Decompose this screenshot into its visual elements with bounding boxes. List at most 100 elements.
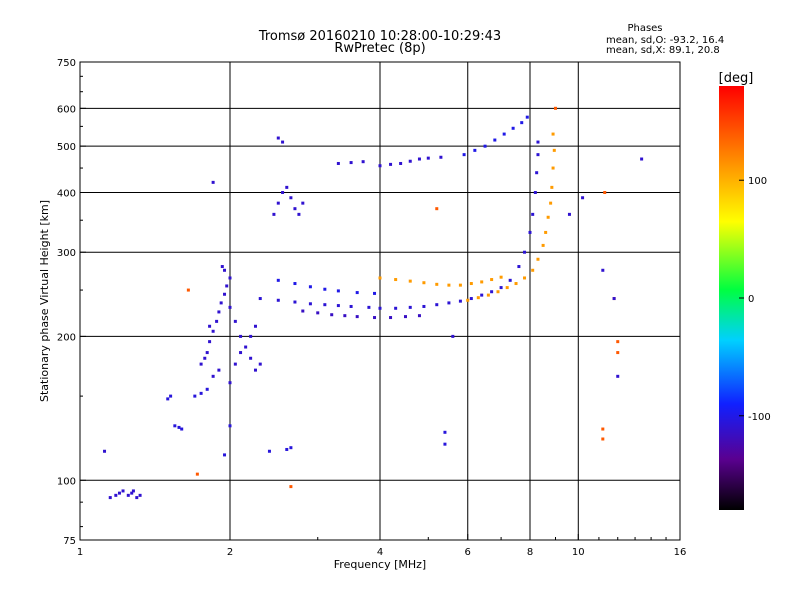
data-point [435,303,439,307]
y-axis: 75 100 200 300 400 500 600 750 [57,58,86,547]
data-point [135,496,139,500]
data-point [549,201,553,205]
data-point [301,309,305,313]
data-point [173,424,177,428]
y-tick-label: 200 [57,332,76,343]
data-point [373,316,377,320]
data-point [367,305,371,309]
data-point [439,155,443,159]
data-point [603,190,607,194]
x-tick-label: 1 [77,547,83,558]
x-tick-label: 8 [527,547,533,558]
data-point [228,305,232,309]
data-point [378,164,382,168]
data-point [195,472,199,476]
data-point [528,230,532,234]
data-point [531,212,535,216]
data-point [219,301,223,305]
data-point [205,351,209,355]
data-point [469,297,473,301]
data-point [199,391,203,395]
data-point [228,381,232,385]
data-point [223,292,227,296]
data-point [272,212,276,216]
data-point [193,394,197,398]
data-point [208,324,212,328]
data-point [373,291,377,295]
data-point [447,283,451,287]
y-tick-label: 75 [63,536,76,547]
data-point [239,351,243,355]
data-point [493,138,497,142]
data-point [426,156,430,160]
data-point [336,304,340,308]
data-point [601,268,605,272]
data-point [330,313,334,317]
data-point [276,136,280,140]
data-point [612,297,616,301]
x-tick-label: 4 [377,547,383,558]
data-point [249,334,253,338]
data-point [483,144,487,148]
data-point [233,362,237,366]
data-point [462,153,466,157]
chart-subtitle: RwPretec (8p) [334,41,425,56]
stats-line-o: mean, sd,O: -93.2, 16.4 [606,35,724,46]
data-point [394,278,398,282]
data-point [211,374,215,378]
data-point [244,345,248,349]
data-point [169,394,173,398]
data-point [389,316,393,320]
data-point [435,282,439,286]
data-point [458,299,462,303]
y-tick-label: 600 [57,104,76,115]
y-tick-label: 500 [57,142,76,153]
data-point [435,207,439,211]
data-point [480,280,484,284]
data-point [541,243,545,247]
data-point [517,265,521,269]
data-point [293,282,297,286]
data-point [217,310,221,314]
data-point [355,315,359,319]
data-point [323,287,327,291]
data-point [551,166,555,170]
data-point [581,196,585,200]
y-tick-label: 750 [57,58,76,69]
data-point [378,276,382,280]
data-point [308,302,312,306]
data-point [258,362,262,366]
data-point [480,293,484,297]
stats-heading: Phases [627,23,662,34]
data-point [531,268,535,272]
data-point [349,161,353,165]
data-point [293,207,297,211]
data-point [208,340,212,344]
data-point [544,230,548,234]
data-point [249,356,253,360]
data-point [523,250,527,254]
data-point [616,340,620,344]
x-tick-label: 2 [227,547,233,558]
data-point [308,285,312,289]
data-point [486,293,490,297]
data-point [536,153,540,157]
data-point [108,496,112,500]
data-point [121,489,125,493]
data-point [490,278,494,282]
data-point [469,282,473,286]
data-point [281,140,285,144]
data-point [180,427,184,431]
data-point [533,190,537,194]
data-point [349,304,353,308]
data-point [225,284,229,288]
data-point [233,319,237,323]
data-point [289,485,293,489]
data-point [253,324,257,328]
data-point [443,442,447,446]
data-point [285,185,289,189]
data-point [223,268,227,272]
data-point [546,215,550,219]
data-point [336,161,340,165]
